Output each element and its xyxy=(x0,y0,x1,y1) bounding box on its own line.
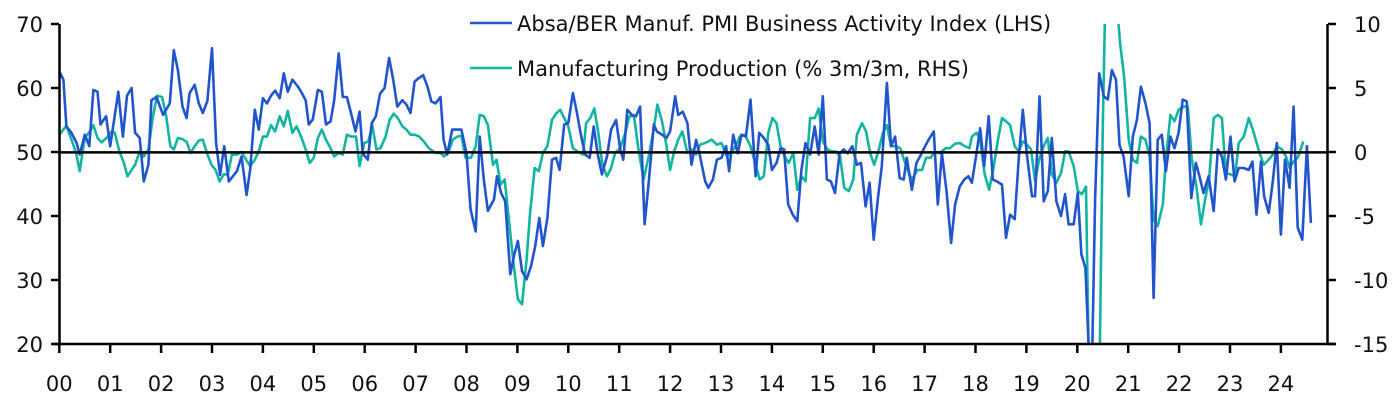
legend: Absa/BER Manuf. PMI Business Activity In… xyxy=(470,12,1051,81)
x-tick-label: 06 xyxy=(351,372,378,396)
x-tick-label: 07 xyxy=(402,372,429,396)
x-tick-label: 12 xyxy=(657,372,684,396)
series-layer xyxy=(58,23,1313,345)
right-y-tick-label: -15 xyxy=(1354,333,1388,357)
right-y-tick-label: -5 xyxy=(1354,205,1375,229)
x-tick-label: 23 xyxy=(1217,372,1244,396)
x-tick-label: 08 xyxy=(453,372,480,396)
legend-item-production: Manufacturing Production (% 3m/3m, RHS) xyxy=(470,57,969,81)
x-tick-label: 21 xyxy=(1115,372,1142,396)
left-y-tick-label: 50 xyxy=(16,141,43,165)
axis-layer: 00 01 02 03 04 05 06 07 08 09 10 11 12 13 14 15 16 17 18 19… xyxy=(16,13,1388,396)
x-tick-label: 10 xyxy=(555,372,582,396)
x-tick-label: 20 xyxy=(1064,372,1091,396)
x-tick-label: 22 xyxy=(1166,372,1193,396)
x-tick-label: 14 xyxy=(759,372,786,396)
x-tick-label: 17 xyxy=(911,372,938,396)
x-tick-label: 13 xyxy=(708,372,735,396)
right-y-tick-label: 10 xyxy=(1354,13,1381,37)
x-tick-label: 15 xyxy=(809,372,836,396)
x-tick-label: 19 xyxy=(1013,372,1040,396)
x-tick-label: 18 xyxy=(962,372,989,396)
right-y-tick-label: 5 xyxy=(1354,77,1367,101)
x-tick-label: 09 xyxy=(504,372,531,396)
left-y-tick-label: 20 xyxy=(16,333,43,357)
legend-item-pmi: Absa/BER Manuf. PMI Business Activity In… xyxy=(470,12,1051,36)
x-tick-label: 24 xyxy=(1268,372,1295,396)
right-y-tick-label: -10 xyxy=(1354,269,1388,293)
left-y-tick-label: 70 xyxy=(16,13,43,37)
legend-label-production: Manufacturing Production (% 3m/3m, RHS) xyxy=(517,57,969,81)
left-y-tick-label: 60 xyxy=(16,77,43,101)
x-tick-label: 00 xyxy=(46,372,73,396)
x-tick-label: 01 xyxy=(97,372,124,396)
x-tick-label: 04 xyxy=(250,372,277,396)
left-y-tick-label: 30 xyxy=(16,269,43,293)
series-line-pmi xyxy=(58,47,1313,345)
x-tick-label: 02 xyxy=(148,372,175,396)
right-y-tick-label: 0 xyxy=(1354,141,1367,165)
legend-label-pmi: Absa/BER Manuf. PMI Business Activity In… xyxy=(517,12,1051,36)
x-tick-label: 05 xyxy=(300,372,327,396)
x-tick-label: 16 xyxy=(860,372,887,396)
x-tick-label: 11 xyxy=(606,372,633,396)
series-line-manufacturing-production xyxy=(58,23,1305,345)
left-y-tick-label: 40 xyxy=(16,205,43,229)
x-tick-label: 03 xyxy=(199,372,226,396)
